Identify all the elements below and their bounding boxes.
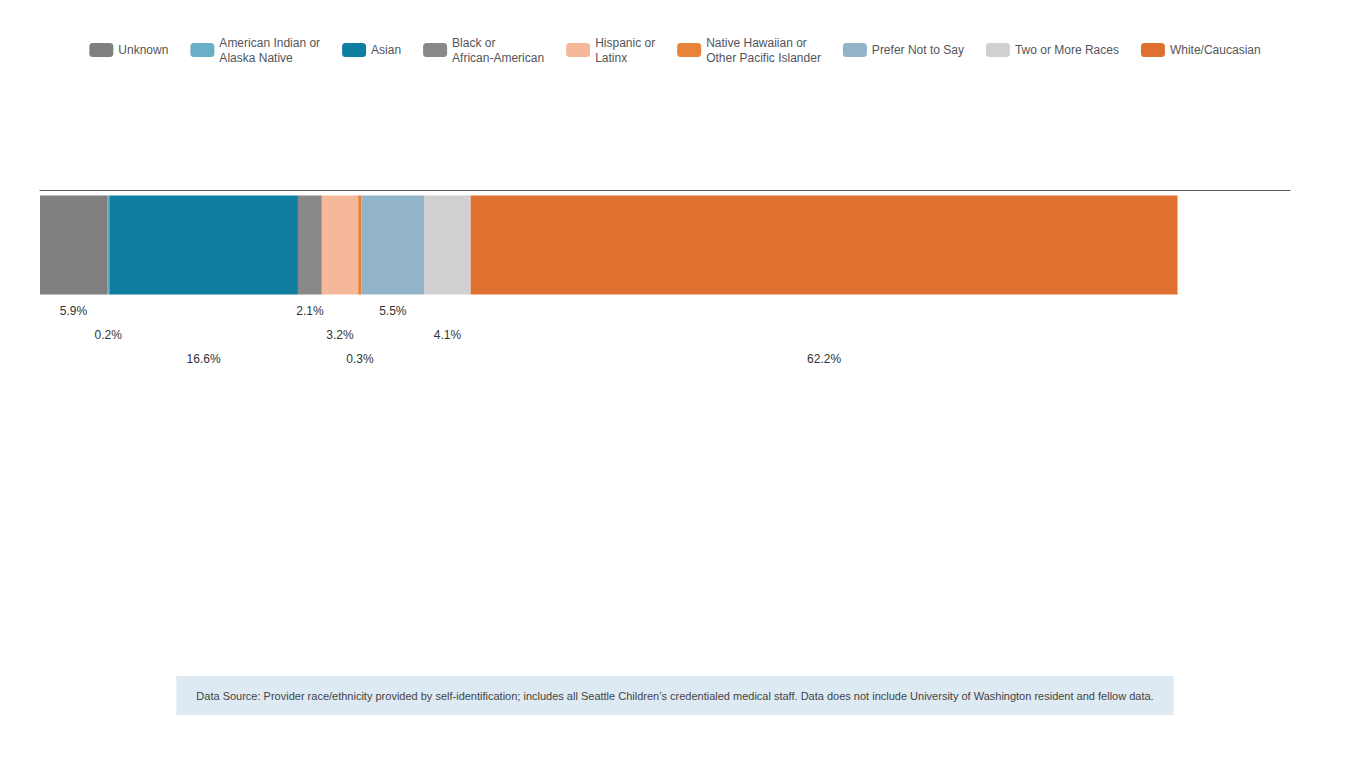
svg-text:62.2%: 62.2%: [807, 352, 841, 366]
svg-text:Unknown: Unknown: [118, 43, 168, 57]
svg-text:5.5%: 5.5%: [379, 304, 407, 318]
svg-text:0.2%: 0.2%: [95, 328, 123, 342]
svg-text:Asian: Asian: [371, 43, 401, 57]
svg-text:3.2%: 3.2%: [326, 328, 354, 342]
svg-text:Two or More Races: Two or More Races: [1015, 43, 1119, 57]
svg-text:Latinx: Latinx: [595, 51, 627, 65]
svg-text:White/Caucasian: White/Caucasian: [1170, 43, 1261, 57]
svg-text:16.6%: 16.6%: [187, 352, 221, 366]
svg-text:African-American: African-American: [452, 51, 544, 65]
svg-text:Native Hawaiian or: Native Hawaiian or: [706, 36, 807, 50]
svg-text:0.3%: 0.3%: [346, 352, 374, 366]
svg-text:Black or: Black or: [452, 36, 495, 50]
svg-text:5.9%: 5.9%: [60, 304, 88, 318]
svg-text:4.1%: 4.1%: [434, 328, 462, 342]
svg-text:Hispanic or: Hispanic or: [595, 36, 655, 50]
svg-text:Data Source: Provider race/eth: Data Source: Provider race/ethnicity pro…: [196, 690, 1153, 702]
svg-text:American Indian or: American Indian or: [219, 36, 320, 50]
svg-text:Other Pacific Islander: Other Pacific Islander: [706, 51, 821, 65]
svg-text:2.1%: 2.1%: [296, 304, 324, 318]
svg-text:Alaska Native: Alaska Native: [219, 51, 293, 65]
svg-text:Prefer Not to Say: Prefer Not to Say: [872, 43, 964, 57]
